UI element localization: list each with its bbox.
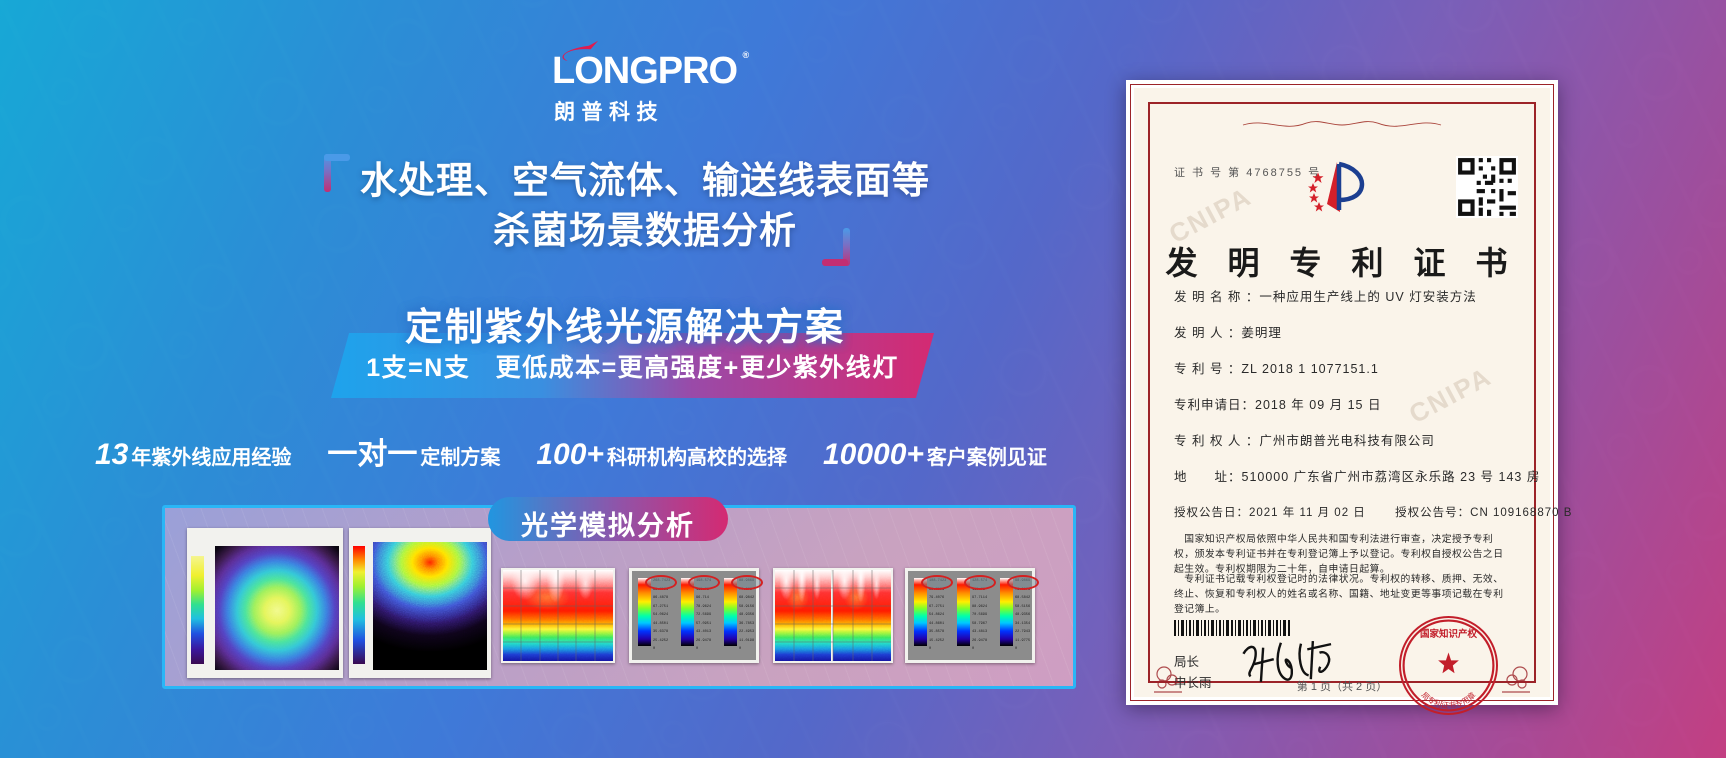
svg-text:国家知识产权: 国家知识产权 — [1420, 628, 1478, 640]
